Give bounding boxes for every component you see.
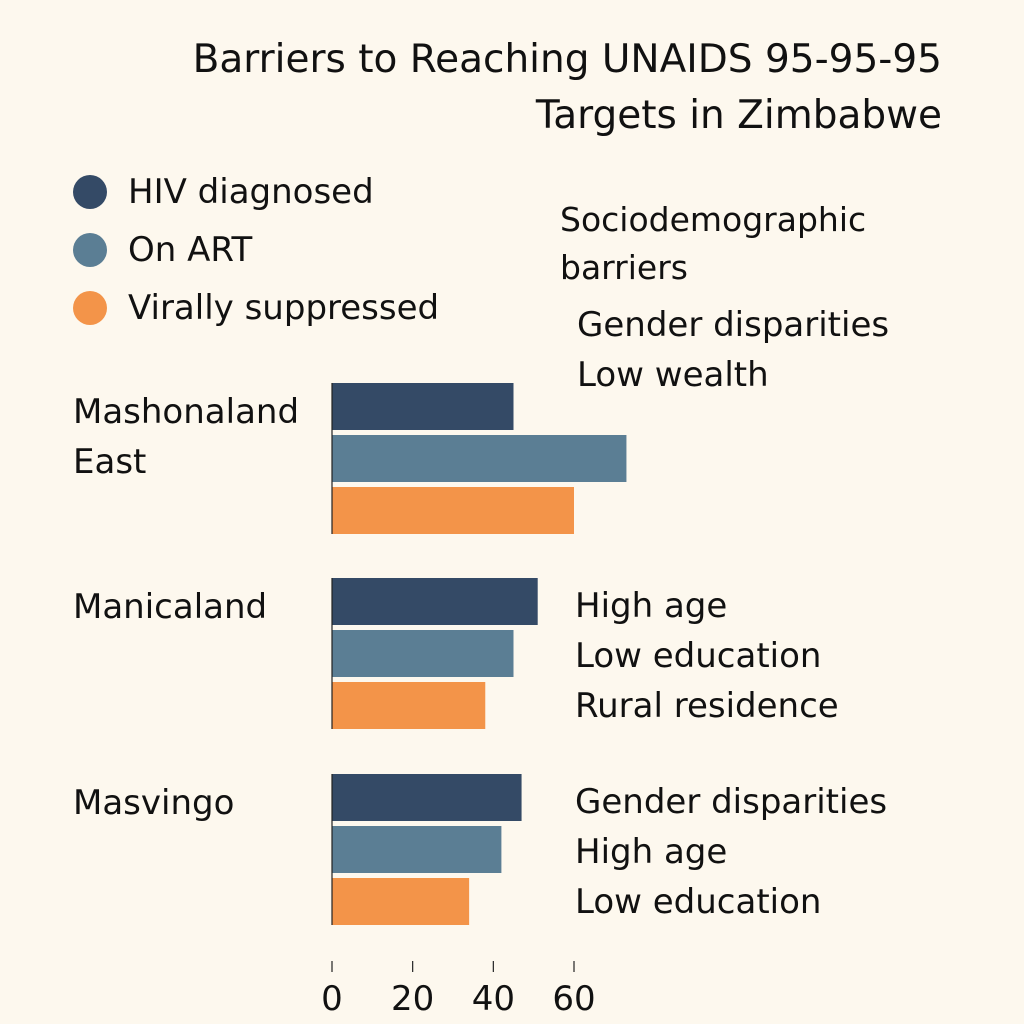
barrier-label: High age [575, 832, 728, 872]
legend-label: Virally suppressed [128, 288, 440, 328]
bar [332, 383, 514, 430]
category-label: Manicaland [73, 587, 268, 627]
x-tick-label: 0 [321, 979, 343, 1019]
barrier-label: Low education [575, 636, 822, 676]
bar [332, 682, 486, 729]
legend-label: On ART [128, 230, 253, 270]
legend-label: HIV diagnosed [128, 172, 374, 212]
bar [332, 878, 470, 925]
x-tick-label: 20 [391, 979, 434, 1019]
bar [332, 487, 574, 534]
legend-swatch [73, 233, 107, 267]
annotation-title: Sociodemographic barriers [560, 200, 867, 287]
category-label: Mashonaland East [73, 392, 300, 482]
legend-swatch [73, 291, 107, 325]
barrier-label: Low wealth [577, 355, 769, 395]
bar [332, 578, 538, 625]
barrier-label: High age [575, 586, 728, 626]
bar [332, 774, 522, 821]
bar [332, 435, 627, 482]
barrier-label: Rural residence [575, 686, 839, 726]
legend-swatch [73, 175, 107, 209]
barrier-label: Gender disparities [577, 305, 890, 345]
chart-title: Barriers to Reaching UNAIDS 95-95-95 Tar… [192, 37, 942, 138]
bar [332, 826, 502, 873]
x-tick-label: 40 [472, 979, 515, 1019]
category-label: Masvingo [73, 783, 235, 823]
barrier-label: Gender disparities [575, 782, 888, 822]
barrier-label: Low education [575, 882, 822, 922]
x-tick-label: 60 [552, 979, 595, 1019]
bar [332, 630, 514, 677]
